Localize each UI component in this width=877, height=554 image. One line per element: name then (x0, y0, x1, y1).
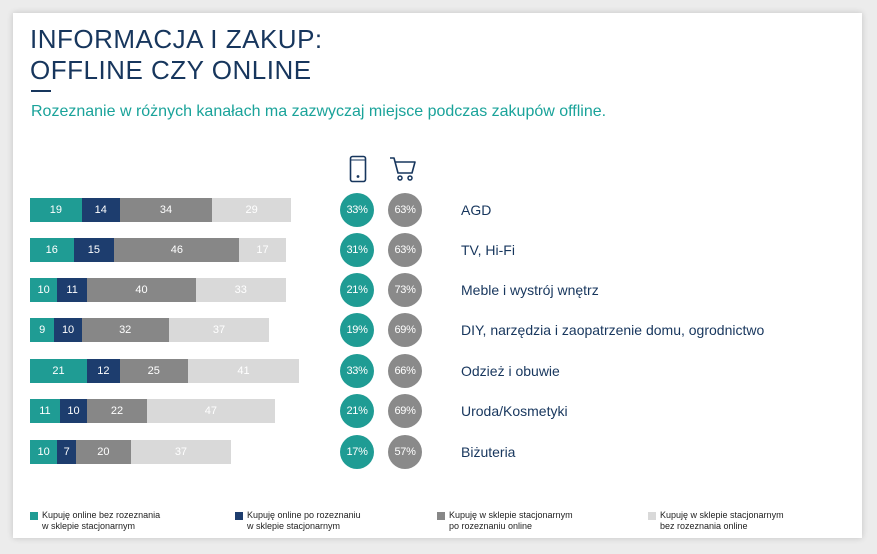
bar-segment-online-after-research: 12 (87, 359, 120, 383)
offline-share-badge: 69% (388, 313, 422, 347)
online-share-badge: 31% (340, 233, 374, 267)
online-share-badge: 33% (340, 354, 374, 388)
bar-segment-online-after-research: 10 (54, 318, 82, 342)
bar-segment-store-no-research: 17 (239, 238, 286, 262)
category-label: TV, Hi-Fi (461, 242, 515, 258)
bar-segment-online-after-research: 11 (57, 278, 88, 302)
offline-share-badge: 57% (388, 435, 422, 469)
online-share-badge: 17% (340, 435, 374, 469)
bar-segment-store-after-research: 32 (81, 318, 169, 342)
legend-swatch (648, 512, 656, 520)
legend-swatch (437, 512, 445, 520)
bar-segment-online-no-research: 11 (30, 399, 60, 423)
bar-segment-store-after-research: 22 (87, 399, 147, 423)
legend-swatch (235, 512, 243, 520)
bar-segment-store-no-research: 47 (146, 399, 275, 423)
offline-share-badge: 73% (388, 273, 422, 307)
online-share-badge: 33% (340, 193, 374, 227)
online-share-badge: 19% (340, 313, 374, 347)
bar-segment-online-after-research: 7 (57, 440, 77, 464)
legend-label: Kupuję online po rozeznaniu w sklepie sta… (247, 510, 361, 531)
bar-segment-online-no-research: 16 (30, 238, 74, 262)
legend-label: Kupuję w sklepie stacjonarnym po rozeznan… (449, 510, 573, 531)
online-share-badge: 21% (340, 273, 374, 307)
offline-share-badge: 63% (388, 233, 422, 267)
category-label: AGD (461, 202, 492, 218)
bar-segment-online-no-research: 21 (30, 359, 88, 383)
bar-segment-online-after-research: 14 (81, 198, 120, 222)
legend-label: Kupuję online bez rozeznania w sklepie st… (42, 510, 161, 531)
category-label: Odzież i obuwie (461, 363, 560, 379)
subtitle: Rozeznanie w różnych kanałach ma zazwycz… (31, 103, 607, 120)
bar-segment-store-no-research: 41 (187, 359, 300, 383)
shopping-cart-icon (390, 157, 416, 181)
smartphone-icon (349, 155, 367, 183)
bar-segment-store-after-research: 46 (114, 238, 240, 262)
category-label: Uroda/Kosmetyki (461, 403, 568, 419)
bar-segment-store-after-research: 25 (119, 359, 188, 383)
bar-segment-online-no-research: 10 (30, 440, 58, 464)
bar-segment-store-no-research: 37 (130, 440, 232, 464)
offline-share-badge: 69% (388, 394, 422, 428)
bar-segment-store-no-research: 33 (195, 278, 286, 302)
title-line-1: INFORMACJA I ZAKUP: (30, 24, 323, 54)
bar-segment-online-no-research: 19 (30, 198, 82, 222)
title-line-2: OFFLINE CZY ONLINE (30, 55, 312, 85)
bar-segment-store-after-research: 40 (87, 278, 196, 302)
bar-segment-online-after-research: 15 (73, 238, 115, 262)
legend-swatch (30, 512, 38, 520)
bar-segment-online-no-research: 10 (30, 278, 58, 302)
category-label: Meble i wystrój wnętrz (461, 282, 599, 298)
bar-segment-store-after-research: 34 (119, 198, 213, 222)
category-label: DIY, narzędzia i zaopatrzenie domu, ogro… (461, 322, 765, 338)
bar-segment-store-after-research: 20 (76, 440, 131, 464)
bar-segment-online-no-research: 9 (30, 318, 55, 342)
offline-share-badge: 63% (388, 193, 422, 227)
bar-segment-store-no-research: 37 (168, 318, 270, 342)
page-title: INFORMACJA I ZAKUP: OFFLINE CZY ONLINE (30, 24, 323, 86)
bar-segment-store-no-research: 29 (212, 198, 292, 222)
legend-label: Kupuję w sklepie stacjonarnym bez rozezna… (660, 510, 784, 531)
offline-share-badge: 66% (388, 354, 422, 388)
title-divider (31, 90, 51, 92)
category-label: Biżuteria (461, 444, 516, 460)
online-share-badge: 21% (340, 394, 374, 428)
bar-segment-online-after-research: 10 (59, 399, 88, 423)
